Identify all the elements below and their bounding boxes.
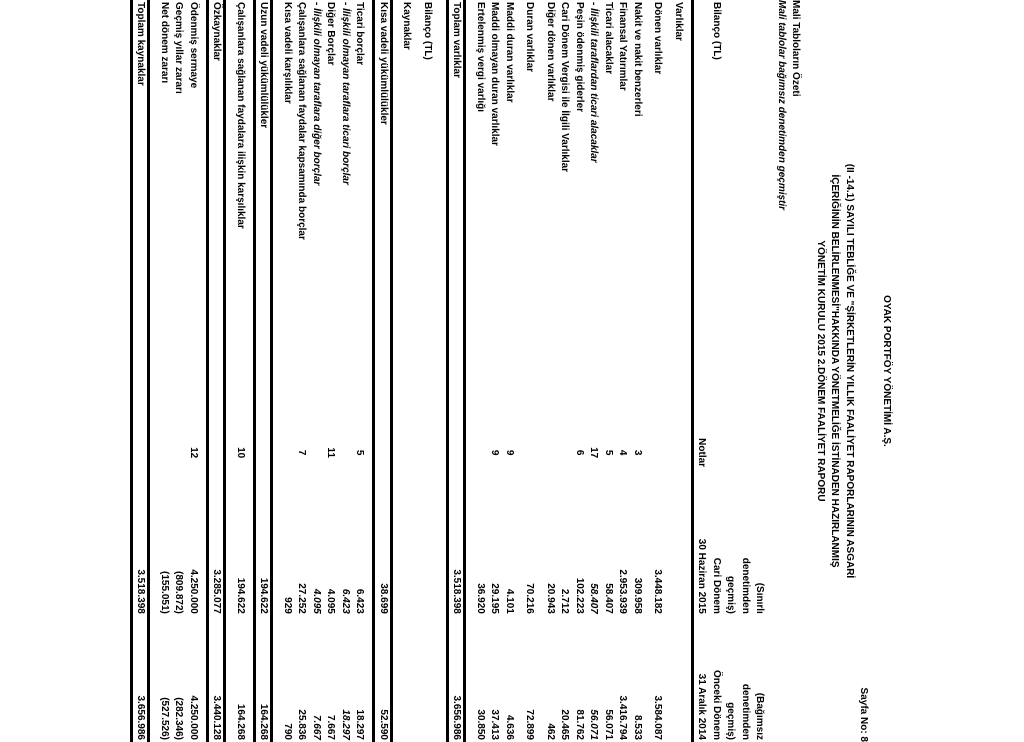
balance-table: (Sınırlı (Bağımsız denetimden denetimden… xyxy=(130,0,767,742)
row-emp-prov: Çalışanlara sağlanan faydalara ilişkin k… xyxy=(233,0,248,742)
row-current-assets: Dönen varlıklar 3.448.182 3.584.087 xyxy=(650,0,665,742)
report-title-1: (II -14.1) SAYILI TEBLİĞE VE "ŞİRKETLERİ… xyxy=(843,0,856,742)
row-emp-ben: Çalışanlara sağlanan faydalar kapsamında… xyxy=(294,0,309,742)
company-name: OYAK PORTFÖY YÖNETİMİ A.Ş. xyxy=(880,0,893,742)
row-noncurrent-assets: Duran varlıklar 70.21672.899 xyxy=(522,0,537,742)
row-def-tax: Ertelenmiş vergi varlığı 36.92030.850 xyxy=(473,0,488,742)
row-long-liab: Uzun vadeli yükümlülükler 194.622 164.26… xyxy=(255,0,273,742)
col-header-1: (Sınırlı (Bağımsız xyxy=(752,0,767,742)
col-header-4: Bilanço (TL) Cari Dönem Önceki Dönem xyxy=(709,0,724,742)
row-trade-pay: Ticari borçlar5 6.42318.297 xyxy=(352,0,367,742)
row-other-pay: Diğer Borçlar11 4.0957.667 xyxy=(323,0,338,742)
row-equity: Özkaynaklar 3.285.077 3.440.128 xyxy=(208,0,226,742)
col-header-2: denetimden denetimden xyxy=(738,0,753,742)
row-related-rec: - İlişkili taraflardan ticari alacaklar1… xyxy=(586,0,601,742)
row-tangible: Maddi duran varlıklar9 4.1014.636 xyxy=(502,0,517,742)
row-tax-asset: Cari Dönem Vergisi ile İlgili Varlıklar … xyxy=(557,0,572,742)
row-total-liab: Toplam kaynaklar 3.518.398 3.656.986 xyxy=(132,0,150,742)
row-fin-inv: Finansal Yatırımlar4 2.953.9393.416.794 xyxy=(615,0,630,742)
row-total-assets: Toplam varlıklar 3.518.398 3.656.986 xyxy=(448,0,466,742)
row-short-prov: Kısa vadeli karşılıklar 929790 xyxy=(280,0,295,742)
row-unrel-trade: - İlişkili olmayan taraflara ticari borç… xyxy=(338,0,353,742)
row-trade-rec: Ticari alacaklar5 58.40756.071 xyxy=(601,0,616,742)
row-assets: Varlıklar xyxy=(671,0,686,742)
page-number: Sayfa No: 8 xyxy=(857,0,870,742)
audit-note: Mali tablolar bağımsız denetimden geçmiş… xyxy=(775,0,788,742)
row-intangible: Maddi olmayan duran varlıklar9 29.19537.… xyxy=(487,0,502,742)
row-other-ca: Diğer dönen varlıklar 20.943462 xyxy=(543,0,558,742)
row-short-liab: Kısa vadeli yükümlülükler 38.699 52.590 xyxy=(374,0,392,742)
summary-title: Mali Tabloların Özeti xyxy=(789,0,802,742)
row-prepaid: Peşin ödenmiş giderler6 102.22381.762 xyxy=(572,0,587,742)
row-unrel-other: - İlişkili olmayan taraflara diğer borçl… xyxy=(309,0,324,742)
col-header-dates: Notlar 30 Haziran 2015 31 Aralık 2014 xyxy=(693,0,709,742)
row-liabilities: Kaynaklar xyxy=(399,0,414,742)
report-title-3: YÖNETİM KURULU 2015 2.DÖNEM FAALİYET RAP… xyxy=(814,0,827,742)
col-header2-4: Bilanço (TL) xyxy=(420,0,435,742)
report-title-2: İÇERİĞİNİN BELİRLENMESİ"HAKKINDA YÖNETME… xyxy=(828,0,841,742)
row-net-loss: Net dönem zararı (155.051)(527.526) xyxy=(157,0,172,742)
row-acc-loss: Geçmiş yıllar zararı (809.872)(282.346) xyxy=(171,0,186,742)
row-paid-cap: Ödenmiş sermaye12 4.250.0004.250.000 xyxy=(186,0,201,742)
row-cash: Nakit ve nakit benzerleri3 309.9588.533 xyxy=(630,0,645,742)
col-header-3: geçmiş) geçmiş) xyxy=(723,0,738,742)
